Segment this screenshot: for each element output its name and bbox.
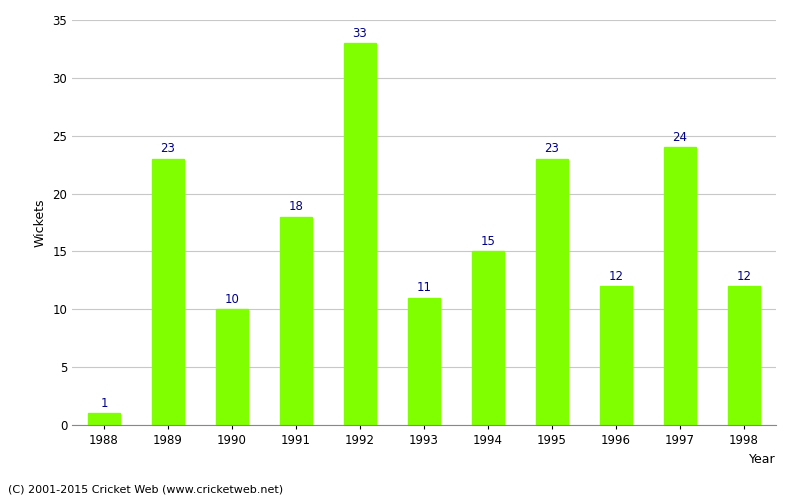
Text: 10: 10 xyxy=(225,293,239,306)
Text: 23: 23 xyxy=(161,142,175,156)
Bar xyxy=(472,252,504,425)
Text: 12: 12 xyxy=(609,270,623,282)
Text: 11: 11 xyxy=(417,281,431,294)
Bar xyxy=(728,286,760,425)
Text: 18: 18 xyxy=(289,200,303,213)
Text: 1: 1 xyxy=(100,397,108,410)
Bar xyxy=(536,159,568,425)
Bar xyxy=(600,286,632,425)
Bar xyxy=(88,414,120,425)
Bar xyxy=(152,159,184,425)
Bar xyxy=(344,43,376,425)
Text: (C) 2001-2015 Cricket Web (www.cricketweb.net): (C) 2001-2015 Cricket Web (www.cricketwe… xyxy=(8,485,283,495)
Y-axis label: Wickets: Wickets xyxy=(34,198,46,246)
X-axis label: Year: Year xyxy=(750,452,776,466)
Bar xyxy=(280,216,312,425)
Text: 23: 23 xyxy=(545,142,559,156)
Text: 12: 12 xyxy=(737,270,751,282)
Bar xyxy=(664,148,696,425)
Text: 24: 24 xyxy=(673,131,687,144)
Text: 15: 15 xyxy=(481,235,495,248)
Bar xyxy=(216,310,248,425)
Text: 33: 33 xyxy=(353,26,367,40)
Bar xyxy=(408,298,440,425)
